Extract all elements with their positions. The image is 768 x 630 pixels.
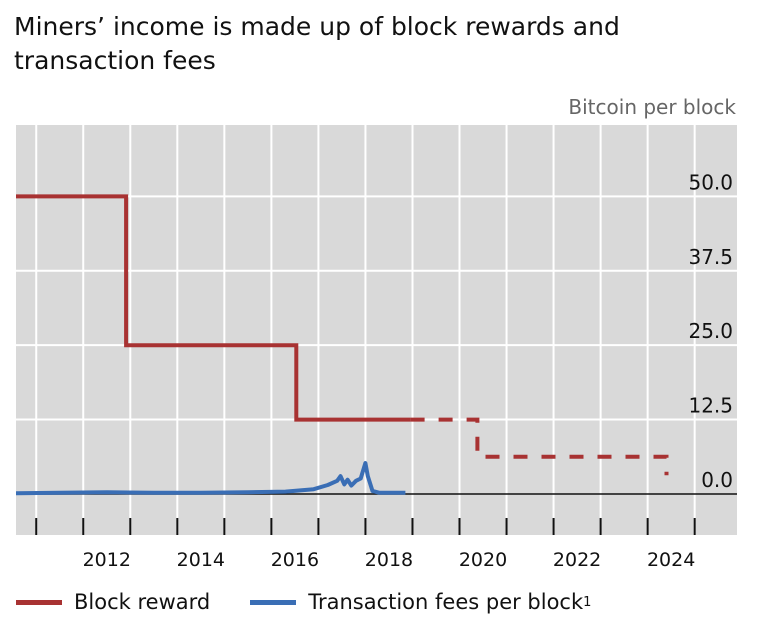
legend-swatch (16, 599, 62, 605)
legend-label: Block reward (74, 590, 211, 614)
x-tick-label: 2022 (553, 549, 601, 571)
y-tick-label: 12.5 (688, 394, 733, 418)
y-tick-label: 25.0 (688, 319, 733, 343)
series-line-block-reward (16, 194, 411, 422)
x-tick-label: 2018 (365, 549, 413, 571)
x-tick-label: 2012 (83, 549, 131, 571)
series-line-transaction-fees-per-block (15, 461, 406, 496)
x-tick-label: 2024 (647, 549, 695, 571)
x-tick-label: 2016 (271, 549, 319, 571)
x-tick-label: 2014 (177, 549, 225, 571)
y-axis-unit: Bitcoin per block (568, 95, 736, 119)
y-tick-label: 0.0 (701, 468, 733, 492)
legend-item-fees: Transaction fees per block 1 (250, 590, 591, 614)
y-tick-label: 50.0 (688, 170, 733, 194)
legend-label: Transaction fees per block (308, 590, 584, 614)
chart-title: Miners’ income is made up of block rewar… (14, 12, 620, 75)
legend-swatch (250, 599, 297, 605)
x-tick-label: 2020 (459, 549, 507, 571)
plot-background (16, 125, 737, 535)
legend: Block reward Transaction fees per block 1 (16, 590, 631, 614)
footnote-marker: 1 (583, 594, 592, 610)
y-tick-label: 37.5 (688, 245, 733, 269)
legend-item-block-reward: Block reward (16, 590, 210, 614)
